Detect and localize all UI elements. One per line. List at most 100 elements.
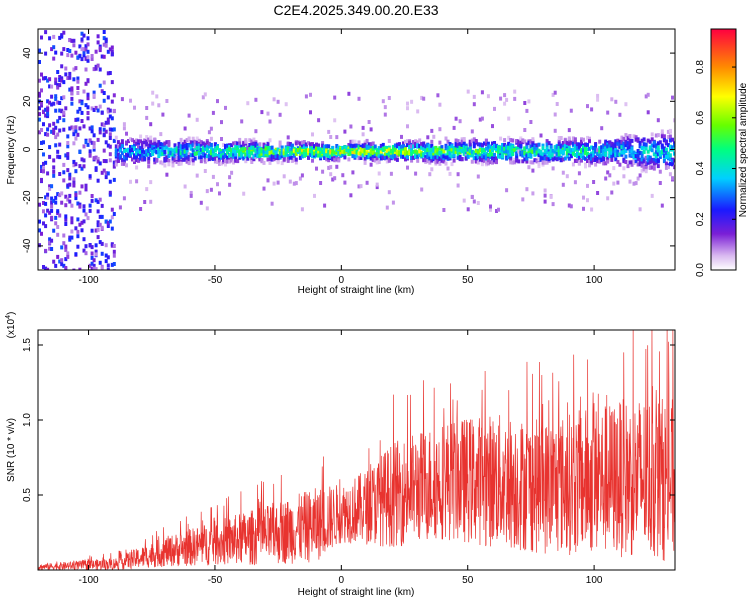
spectrogram-cell [598,139,602,144]
spectrogram-cell [343,149,347,154]
spectrogram-cell [66,155,70,160]
spectrogram-cell [523,128,527,132]
spectrogram-cell [588,163,591,168]
spectrogram-cell [84,44,88,49]
spectrogram-cell [430,167,434,172]
spectrogram-cell [104,120,108,125]
spectrogram-cell [525,156,529,161]
spectrogram-cell [171,156,175,161]
spectrogram-cell [199,140,203,145]
spectrogram-cell [529,154,533,158]
spectrogram-cell [448,145,452,150]
spectrogram-cell [620,152,624,157]
spectrogram-cell [80,157,84,162]
spectrogram-cell [527,150,531,155]
spectrogram-cell [110,80,114,85]
spectrogram-cell [228,175,232,180]
spectrogram-cell [462,139,466,144]
spectrogram-cell [478,156,482,161]
spectrogram-cell [197,155,201,160]
spectrogram-cell [602,149,606,154]
spectrogram-cell [428,147,432,152]
spectrogram-cell [139,207,143,211]
spectrogram-cell [62,95,66,100]
spectrogram-cell [64,214,68,219]
spectrogram-cell [153,141,157,146]
spectrogram-cell [630,152,634,157]
spectrogram-cell [371,141,375,146]
spectrogram-cell [549,154,553,159]
spectrogram-cell [40,35,43,40]
spectrogram-ylabel: Frequency (Hz) [6,116,17,185]
spectrogram-cell [630,162,634,167]
spectrogram-cell [434,153,438,158]
spectrogram-cell [644,169,648,174]
spectrogram-cell [201,149,205,154]
spectrogram-cell [149,148,153,152]
spectrogram-cell [157,140,161,145]
spectrogram-cell [112,177,116,182]
spectrogram-cell [349,139,353,144]
spectrogram-cell [491,146,494,150]
spectrogram-cell [389,154,393,159]
spectrogram-cell [365,155,369,159]
spectrogram-cell [58,101,62,105]
spectrogram-cell [541,152,545,157]
spectrogram-cell [543,160,547,165]
spectrogram-cell [507,135,511,140]
spectrogram-cell [592,180,596,184]
spectrogram-cell [584,164,587,169]
spectrogram-cell [323,148,327,153]
spectrogram-cell [438,102,442,107]
spectrogram-cell [610,147,614,152]
spectrogram-cell [454,149,458,154]
spectrogram-cell [480,154,484,158]
spectrogram-cell [86,105,90,110]
spectrogram-cell [489,152,492,156]
spectrogram-cell [353,154,357,159]
spectrogram-cell [276,160,280,165]
spectrogram-cell [104,171,108,176]
spectrogram-cell [606,196,610,201]
spectrogram-cell [456,142,460,147]
spectrogram-cell [575,142,579,147]
spectrogram-cell [533,144,537,149]
spectrogram-cell [569,204,573,209]
spectrogram-cell [157,103,161,108]
spectrogram-cell [64,194,68,199]
spectrogram-cell [430,139,434,144]
spectrogram-cell [634,154,638,159]
spectrogram-cell [456,139,460,144]
spectrogram-cell [153,149,157,153]
x-tick-label: -100 [79,275,99,286]
spectrogram-cell [102,127,106,132]
spectrogram-cell [110,226,114,231]
spectrogram-cell [527,165,531,170]
spectrogram-cell [361,125,365,130]
spectrogram-cell [486,94,490,99]
spectrogram-cell [383,105,387,110]
spectrogram-cell [482,153,486,157]
spectrogram-cell [571,162,575,167]
spectrogram-cell [402,141,405,146]
spectrogram-cell [270,201,274,206]
spectrogram-cell [420,145,424,150]
colorbar: 0.00.20.40.60.8 Normalized spectral ampl… [695,28,749,277]
spectrogram-cell [70,96,74,101]
spectrogram-cell [339,148,343,153]
spectrogram-cell [94,155,98,160]
spectrogram-cell [60,262,64,267]
colorbar-tick-label: 0.4 [695,161,706,175]
spectrogram-cell [557,148,561,153]
spectrogram-cell [288,155,292,160]
spectrogram-cell [50,204,54,209]
spectrogram-cell [660,129,664,134]
spectrogram-cell [416,150,420,155]
spectrogram-cell [151,142,155,147]
spectrogram-cell [317,118,321,123]
spectrogram-cell [577,171,581,176]
spectrogram-cell [92,90,96,95]
spectrogram-cell [335,155,339,160]
spectrogram-cell [258,157,262,162]
spectrogram-cell [432,151,436,156]
